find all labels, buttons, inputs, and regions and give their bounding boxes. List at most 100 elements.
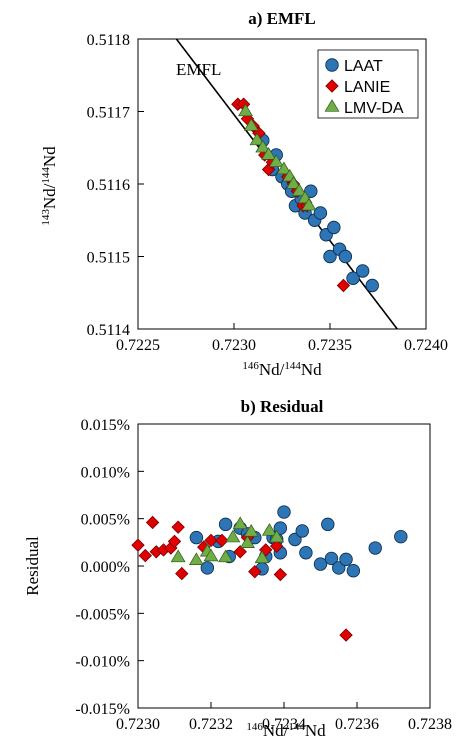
laat-point: [304, 184, 318, 198]
panel-b-residual: b) Residual -0.015% -0.010% -0.005% 0.000% 0…: [23, 397, 452, 738]
legend-label-laat: LAAT: [344, 58, 383, 75]
y-tick-label: 0.5117: [87, 105, 130, 122]
x-label-nd: Nd/: [259, 360, 285, 379]
lanie-point: [270, 539, 284, 553]
panel-b-x-ticks: 0.7230 0.7232 0.7234 0.7236 0.7238: [116, 702, 452, 733]
x-tick-label: 0.7238: [408, 716, 452, 733]
laat-point: [313, 557, 328, 571]
y-tick-label: 0.010%: [81, 464, 130, 481]
lanie-point: [259, 543, 273, 557]
laat-point: [355, 264, 370, 278]
panel-a-title: a) EMFL: [248, 9, 316, 28]
lmv-da-point: [188, 552, 204, 565]
x-label-nd2: Nd: [301, 360, 322, 379]
x-label-b-sup-146: 146: [246, 721, 263, 733]
lmv-da-point: [232, 516, 248, 530]
emfl-line-label: EMFL: [176, 60, 221, 79]
laat-point: [323, 249, 337, 264]
y-tick-label: 0.5116: [87, 177, 130, 194]
panel-a-y-axis-label: 143Nd/144Nd: [40, 146, 59, 226]
laat-point: [299, 546, 313, 560]
panel-b-y-axis-label: Residual: [23, 536, 42, 596]
lanie-point: [131, 538, 145, 552]
y-tick-label: 0.5114: [87, 322, 130, 339]
laat-point: [324, 551, 339, 566]
legend-label-lmv-da: LMV-DA: [344, 100, 404, 117]
x-tick-label: 0.7235: [308, 337, 352, 354]
panel-b-plot-area: [137, 423, 431, 709]
laat-point: [346, 564, 361, 578]
panel-a-x-axis-label: 146Nd/144Nd: [242, 360, 322, 379]
laat-point: [368, 541, 382, 555]
lanie-point: [233, 545, 247, 559]
y-tick-label: 0.015%: [81, 417, 130, 434]
x-label-b-sup-144: 144: [288, 721, 305, 733]
laat-point: [288, 532, 302, 547]
lmv-da-point: [243, 524, 259, 537]
lmv-da-point: [240, 535, 255, 548]
lmv-da-point: [243, 118, 259, 131]
lmv-da-point: [238, 103, 253, 117]
x-label-sup-146: 146: [242, 360, 259, 372]
lmv-da-point: [218, 549, 234, 563]
panel-b-y-ticks: -0.015% -0.010% -0.005% 0.000% 0.005% 0.010% 0…: [75, 417, 144, 718]
lanie-point: [204, 533, 218, 548]
laat-point: [189, 530, 204, 545]
lanie-point: [167, 534, 182, 549]
x-label-sup-144: 144: [284, 360, 301, 372]
lmv-da-point: [291, 183, 307, 196]
y-tick-label: 0.5118: [87, 32, 130, 49]
panel-b-title: b) Residual: [241, 397, 324, 416]
laat-point: [339, 552, 353, 567]
laat-point: [277, 505, 291, 519]
lmv-da-point: [268, 154, 284, 167]
lmv-da-point: [249, 132, 265, 146]
x-tick-label: 0.7225: [116, 337, 160, 354]
lanie-point: [145, 515, 160, 530]
x-label-b-nd2: Nd: [305, 721, 326, 738]
y-tick-label: -0.015%: [75, 701, 130, 718]
y-tick-label: -0.010%: [75, 654, 130, 671]
y-label-nd: Nd/: [40, 183, 59, 209]
laat-point: [346, 271, 360, 285]
lmv-da-point: [203, 548, 219, 562]
panel-a-x-ticks: 0.7225 0.7230 0.7235 0.7240: [116, 323, 448, 354]
legend-lmv-da-marker: [324, 99, 340, 112]
panel-a-y-ticks: 0.5114 0.5115 0.5116 0.5117 0.5118: [87, 32, 144, 339]
lanie-point: [273, 567, 288, 582]
x-tick-label: 0.7232: [189, 716, 233, 733]
laat-point: [365, 278, 379, 293]
y-tick-label: 0.5115: [87, 250, 130, 267]
y-label-sup-143: 143: [40, 209, 52, 226]
laat-point: [332, 561, 346, 575]
panel-a-emfl: a) EMFL 0.5114 0.5115 0.5116 0.5117 0.5118 0…: [40, 9, 448, 379]
lmv-da-point: [286, 176, 301, 189]
lanie-point: [215, 533, 229, 548]
y-tick-label: 0.000%: [81, 559, 130, 576]
x-label-b-nd: Nd/: [263, 721, 289, 738]
y-tick-label: -0.005%: [75, 606, 130, 623]
legend: LAAT LANIE LMV-DA: [317, 49, 419, 119]
lanie-point: [175, 566, 189, 581]
panel-b-x-axis-label: 146Nd/144Nd: [246, 721, 326, 738]
laat-point: [200, 561, 215, 575]
x-tick-label: 0.7236: [335, 716, 379, 733]
lmv-da-point: [276, 161, 292, 175]
laat-point: [394, 529, 408, 544]
x-tick-label: 0.7234: [262, 716, 306, 733]
legend-laat-marker: [325, 58, 339, 72]
lanie-point: [138, 548, 152, 563]
x-tick-label: 0.7240: [404, 337, 448, 354]
lmv-da-point: [269, 529, 285, 543]
lmv-da-point: [261, 523, 277, 536]
x-tick-label: 0.7230: [212, 337, 256, 354]
lmv-da-point: [254, 550, 270, 564]
y-label-sup-144: 144: [40, 167, 52, 184]
legend-lanie-marker: [325, 79, 339, 93]
y-label-nd2: Nd: [40, 146, 59, 167]
laat-point: [218, 517, 233, 532]
lanie-point: [339, 628, 353, 642]
laat-point: [313, 206, 328, 220]
panel-a-markers: [231, 97, 379, 293]
legend-label-lanie: LANIE: [344, 79, 390, 96]
